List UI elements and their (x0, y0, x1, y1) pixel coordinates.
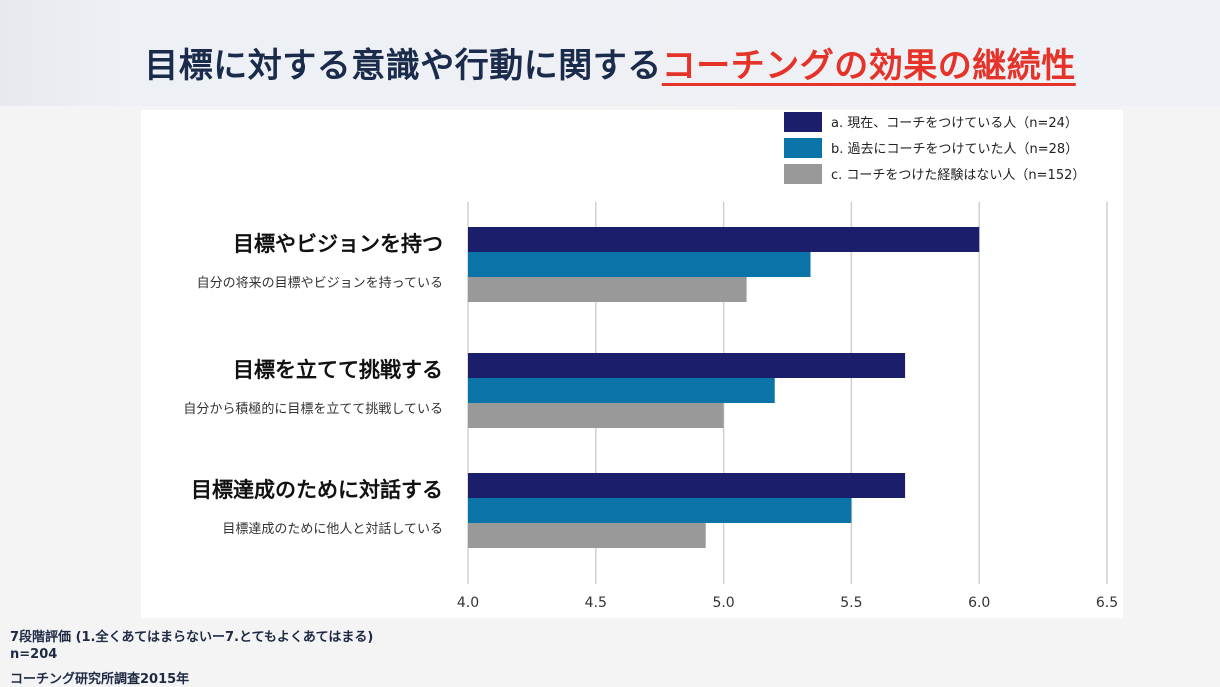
bar (468, 277, 747, 302)
title-highlight: コーチングの効果の継続性 (661, 46, 1076, 86)
bar (468, 498, 852, 523)
legend-swatch (784, 164, 822, 184)
x-tick-label: 6.5 (1096, 595, 1118, 611)
header-band (0, 0, 1220, 106)
legend-label: c. コーチをつけた経験はない人（n=152） (831, 168, 1085, 183)
footnote-scale: 7段階評価 (1.全くあてはまらないー7.とてもよくあてはまる) (10, 630, 374, 645)
bar (468, 523, 706, 548)
category-label: 目標やビジョンを持つ (233, 232, 443, 256)
x-tick-label: 6.0 (968, 595, 990, 611)
x-tick-label: 4.0 (457, 595, 479, 611)
footnote-source: コーチング研究所調査2015年 (10, 672, 190, 687)
legend-label: b. 過去にコーチをつけていた人（n=28） (831, 142, 1078, 157)
x-tick-label: 4.5 (585, 595, 607, 611)
page-title: 目標に対する意識や行動に関するコーチングの効果の継続性 (0, 38, 1220, 87)
category-sublabel: 自分の将来の目標やビジョンを持っている (197, 276, 443, 291)
category-label: 目標を立てて挑戦する (233, 358, 443, 382)
bar (468, 227, 980, 252)
chart-panel: 4.0 4.5 5.0 5.5 6.0 6.5 目標やビジョンを持つ自分の将来の目標やビジョ… (141, 110, 1123, 618)
category-sublabel: 目標達成のために他人と対話している (222, 521, 443, 537)
category-sublabel: 自分から積極的に目標を立てて挑戦している (183, 401, 443, 417)
x-tick-label: 5.0 (712, 595, 734, 611)
x-tick-label: 5.5 (840, 595, 862, 611)
bar (468, 378, 775, 403)
bar (468, 353, 906, 378)
title-main: 目標に対する意識や行動に関する (144, 46, 662, 86)
legend-label: a. 現在、コーチをつけている人（n=24） (831, 116, 1078, 131)
footnote-n: n=204 (10, 647, 58, 662)
category-label: 目標達成のために対話する (191, 478, 443, 502)
bar-chart: 4.0 4.5 5.0 5.5 6.0 6.5 目標やビジョンを持つ自分の将来の目標やビジョ… (183, 112, 1118, 611)
bar (468, 403, 724, 428)
legend-swatch (784, 112, 822, 132)
bar (468, 473, 906, 498)
legend-swatch (784, 138, 822, 158)
bar (468, 252, 811, 277)
